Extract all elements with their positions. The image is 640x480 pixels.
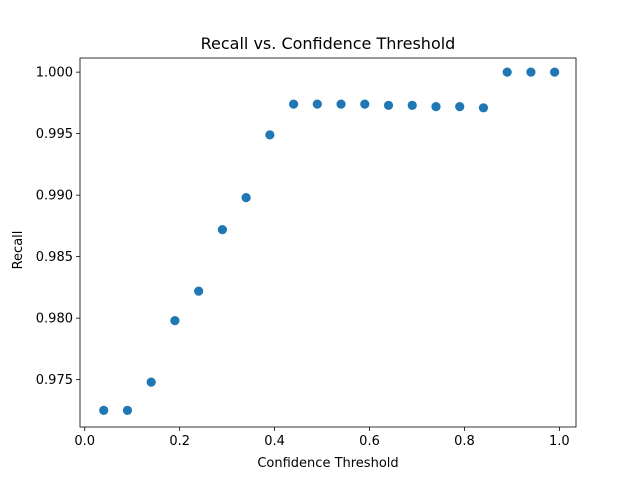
- y-tick-label: 1.000: [36, 66, 73, 81]
- y-tick-label: 0.990: [36, 189, 73, 204]
- data-point: [383, 100, 394, 110]
- y-tick-label: 0.980: [36, 312, 73, 327]
- y-tick-label: 0.995: [36, 127, 73, 142]
- data-point: [431, 101, 441, 112]
- data-point: [265, 130, 275, 140]
- data-point: [99, 405, 109, 415]
- data-point: [288, 99, 299, 109]
- x-tick-label: 0.8: [454, 434, 475, 449]
- y-tick-label: 0.975: [36, 373, 73, 388]
- data-points: [99, 67, 560, 415]
- chart-title: Recall vs. Confidence Threshold: [201, 34, 456, 53]
- data-point: [194, 286, 204, 296]
- data-point: [241, 193, 251, 203]
- data-point: [455, 101, 465, 112]
- data-point: [550, 67, 560, 77]
- plot-frame: [79, 57, 577, 428]
- plot-area: [79, 57, 577, 428]
- data-point: [336, 99, 346, 109]
- x-tick-label: 0.0: [74, 434, 95, 449]
- data-point: [170, 316, 180, 326]
- data-point: [360, 99, 370, 109]
- x-axis-label: Confidence Threshold: [257, 456, 398, 471]
- data-point: [146, 377, 156, 387]
- x-tick-label: 1.0: [549, 434, 570, 449]
- data-point: [502, 67, 512, 77]
- data-point: [122, 405, 133, 415]
- data-point: [526, 67, 536, 77]
- data-point: [217, 224, 227, 235]
- x-tick-label: 0.4: [264, 434, 285, 449]
- y-tick-label: 0.985: [36, 250, 73, 265]
- axis-ticks: 0.0 0.2 0.4 0.6 0.8 1.0 0.975 0.980 0.985 0.990 0.…: [36, 66, 570, 449]
- data-point: [312, 99, 322, 109]
- data-point: [407, 100, 417, 110]
- y-axis-label: Recall: [11, 231, 26, 270]
- x-tick-label: 0.6: [359, 434, 380, 449]
- data-point: [478, 103, 489, 113]
- x-tick-label: 0.2: [169, 434, 190, 449]
